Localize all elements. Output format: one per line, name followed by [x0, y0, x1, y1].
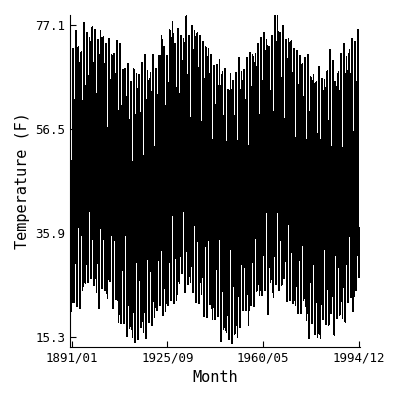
X-axis label: Month: Month [192, 370, 238, 385]
Y-axis label: Temperature (F): Temperature (F) [15, 112, 30, 249]
